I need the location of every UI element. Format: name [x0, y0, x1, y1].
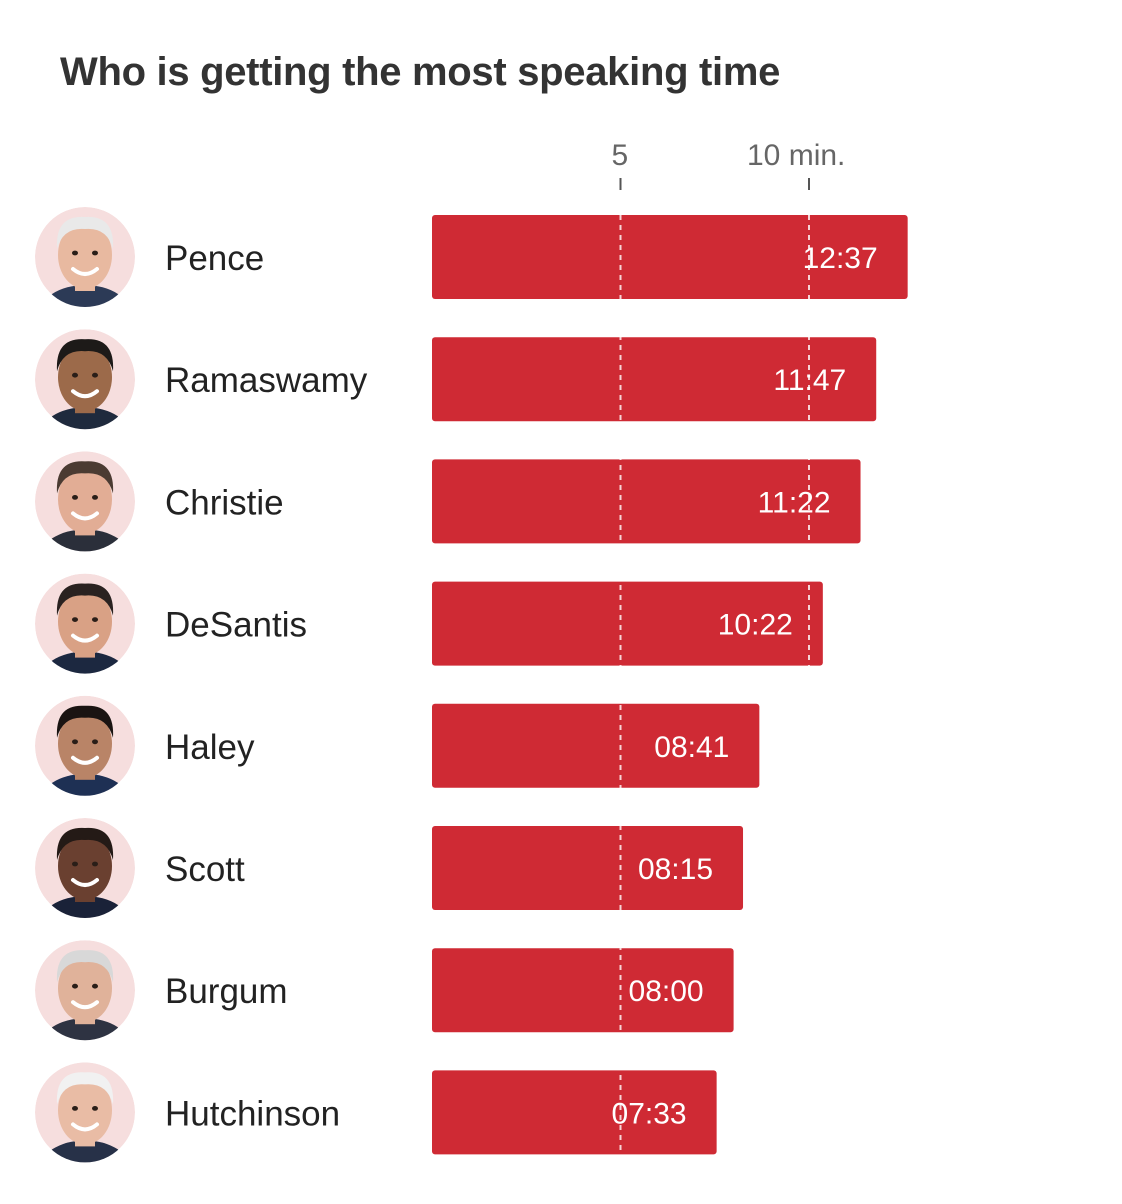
burgum-avatar-icon: [35, 940, 135, 1041]
candidate-name-label: Ramaswamy: [165, 361, 368, 400]
candidate-name-label: Burgum: [165, 972, 288, 1011]
bar-row: DeSantis 10:22: [35, 573, 823, 674]
bar-row: Scott 08:15: [35, 818, 744, 918]
bar-value-label: 08:41: [654, 731, 729, 764]
speaking-time-bar: [432, 703, 760, 788]
x-tick-label: 10 min.: [747, 139, 845, 172]
haley-avatar-icon: [35, 695, 135, 796]
scott-avatar-icon: [35, 818, 135, 918]
candidate-name-label: Hutchinson: [165, 1094, 340, 1133]
speaking-time-bar: [432, 948, 734, 1033]
desantis-avatar-icon: [35, 573, 135, 674]
speaking-time-bar: [432, 459, 861, 544]
speaking-time-bar: [432, 215, 908, 299]
candidate-name-label: Haley: [165, 728, 255, 767]
x-axis: 5 10 min.: [612, 139, 845, 190]
x-tick-label: 5: [612, 139, 629, 172]
bar-row: Pence 12:37: [35, 207, 908, 307]
bar-value-label: 08:15: [638, 853, 713, 886]
bar-row: Hutchinson 07:33: [35, 1062, 717, 1163]
bar-value-label: 10:22: [718, 609, 793, 642]
candidate-name-label: Christie: [165, 483, 284, 522]
bar-value-label: 08:00: [629, 975, 704, 1008]
candidate-name-label: Pence: [165, 239, 264, 278]
ramaswamy-avatar-icon: [35, 329, 135, 430]
speaking-time-bar: [432, 337, 877, 422]
bar-row: Haley 08:41: [35, 695, 760, 796]
bar-row: Ramaswamy 11:47: [35, 329, 877, 430]
speaking-time-bar: [432, 1070, 717, 1155]
bar-value-label: 07:33: [612, 1097, 687, 1130]
christie-avatar-icon: [35, 451, 135, 552]
bar-row: Burgum 08:00: [35, 940, 734, 1041]
pence-avatar-icon: [35, 207, 135, 307]
candidate-name-label: Scott: [165, 850, 245, 889]
candidate-name-label: DeSantis: [165, 606, 307, 645]
bar-rows: Pence 12:37 Ramaswamy 11:47 Christie 11:22 DeS…: [35, 207, 908, 1163]
speaking-time-bar: [432, 581, 823, 666]
bar-row: Christie 11:22: [35, 451, 861, 552]
hutchinson-avatar-icon: [35, 1062, 135, 1163]
bar-value-label: 12:37: [803, 242, 878, 275]
chart-title: Who is getting the most speaking time: [60, 50, 781, 94]
bar-value-label: 11:22: [758, 486, 831, 519]
speaking-time-bar: [432, 826, 744, 910]
